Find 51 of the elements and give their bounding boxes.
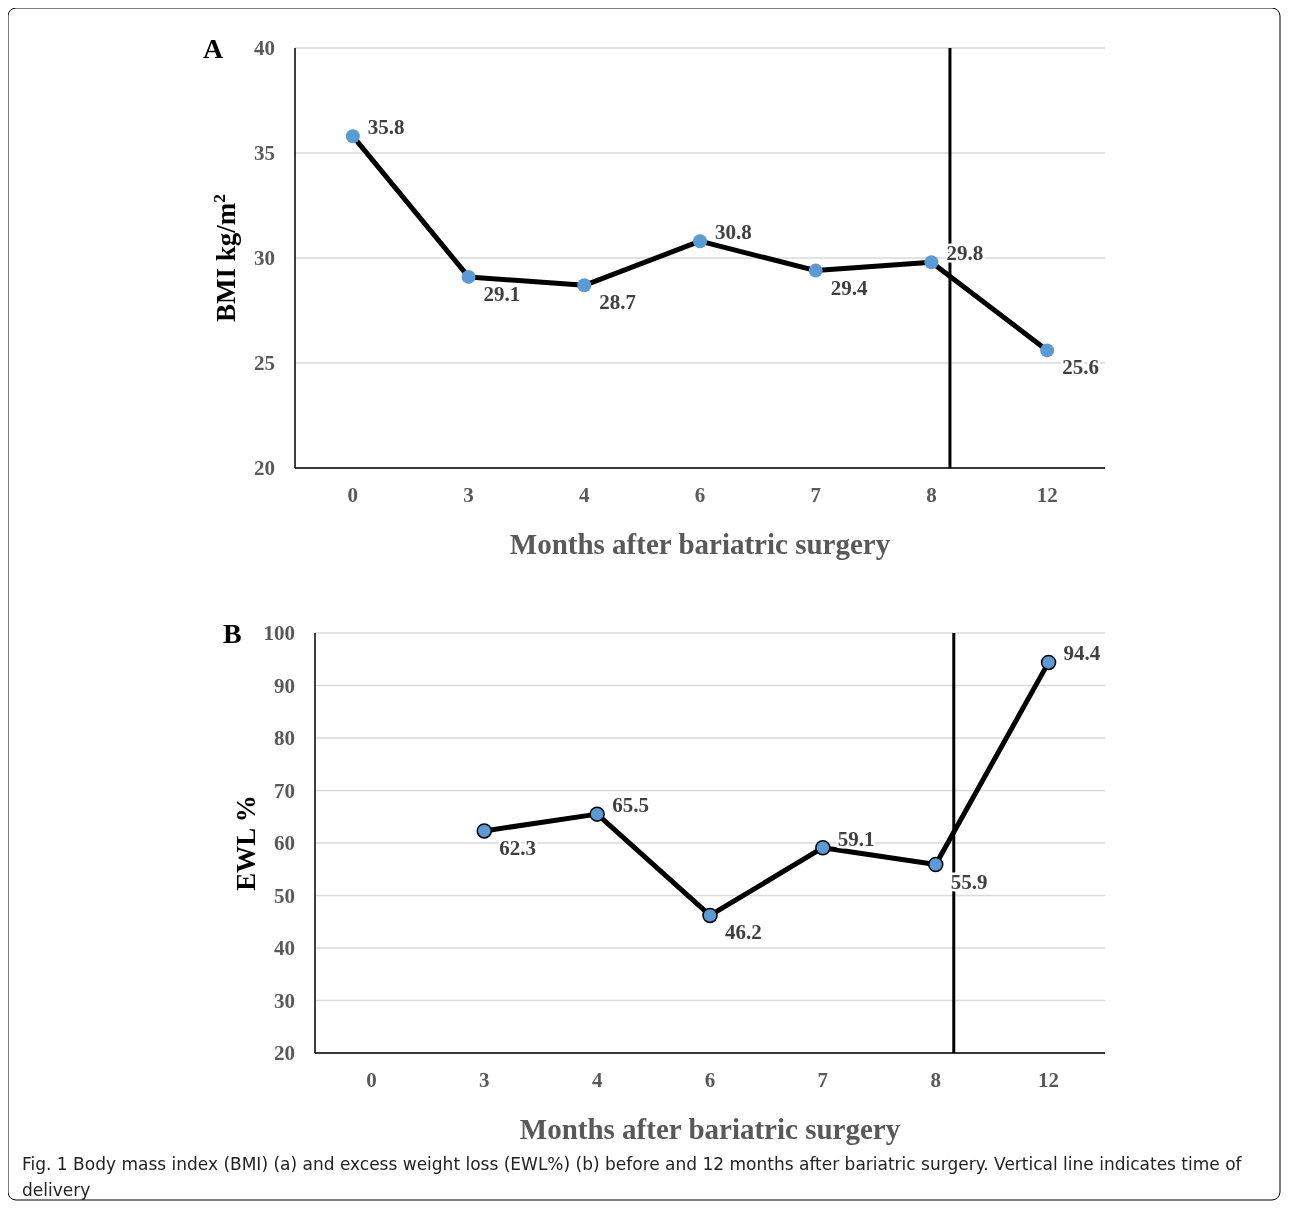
data-label: 29.4 bbox=[830, 275, 868, 300]
point bbox=[927, 856, 944, 873]
x-tick-label: 6 bbox=[704, 1068, 716, 1092]
data-label: 25.6 bbox=[1062, 355, 1099, 380]
y-tick-label: 50 bbox=[274, 883, 295, 908]
data-label: 29.1 bbox=[483, 281, 521, 306]
data-label: 94.4 bbox=[1063, 641, 1101, 666]
x-tick-label: 0 bbox=[347, 483, 359, 507]
y-tick-label: 35 bbox=[254, 141, 275, 166]
x-tick-label: 12 bbox=[1038, 1068, 1060, 1092]
point bbox=[815, 839, 831, 856]
x-axis-title: Months after bariatric surgery bbox=[519, 1113, 901, 1145]
y-tick-label: 90 bbox=[274, 673, 295, 698]
point bbox=[1040, 654, 1057, 671]
x-axis-title: Months after bariatric surgery bbox=[509, 528, 891, 560]
x-tick-label: 0 bbox=[366, 1068, 377, 1092]
x-tick-label: 8 bbox=[926, 483, 937, 507]
y-tick-label: 40 bbox=[254, 36, 275, 61]
data-label: 30.8 bbox=[715, 220, 752, 245]
y-axis-title: EWL % bbox=[231, 795, 261, 891]
x-tick-label: 3 bbox=[463, 483, 474, 507]
y-tick-label: 60 bbox=[274, 831, 295, 856]
point bbox=[476, 823, 493, 839]
y-tick-label: 100 bbox=[263, 621, 295, 646]
data-label: 62.3 bbox=[499, 835, 537, 860]
x-tick-label: 4 bbox=[579, 483, 591, 507]
chart-title: A bbox=[203, 33, 224, 64]
point bbox=[702, 907, 718, 924]
chart-title: B bbox=[223, 618, 242, 649]
y-tick-label: 30 bbox=[254, 246, 275, 271]
data-label: 28.7 bbox=[599, 290, 637, 315]
x-tick-label: 12 bbox=[1036, 483, 1058, 507]
data-label: 35.8 bbox=[367, 115, 405, 140]
x-tick-label: 8 bbox=[930, 1068, 941, 1092]
y-tick-label: 20 bbox=[274, 1041, 295, 1066]
point bbox=[589, 806, 605, 822]
y-tick-label: 40 bbox=[274, 936, 295, 961]
x-tick-label: 7 bbox=[810, 483, 821, 507]
data-label: 46.2 bbox=[725, 920, 762, 945]
data-label: 65.5 bbox=[612, 793, 649, 818]
y-tick-label: 25 bbox=[254, 351, 275, 376]
y-tick-label: 70 bbox=[274, 778, 295, 803]
y-tick-label: 30 bbox=[274, 988, 295, 1013]
x-tick-label: 3 bbox=[479, 1068, 490, 1092]
x-tick-label: 7 bbox=[817, 1068, 829, 1092]
y-tick-label: 20 bbox=[254, 456, 275, 481]
data-label: 59.1 bbox=[837, 826, 875, 851]
caption: Fig. 1 Body mass index (BMI) (a) and excess weight loss (EWL%) (b) before and 12 months after bariatric surgery. Vertical line indicates time of delivery bbox=[22, 1153, 1242, 1202]
x-tick-label: 6 bbox=[694, 483, 706, 507]
x-tick-label: 4 bbox=[591, 1068, 603, 1092]
y-tick-label: 80 bbox=[274, 726, 295, 751]
